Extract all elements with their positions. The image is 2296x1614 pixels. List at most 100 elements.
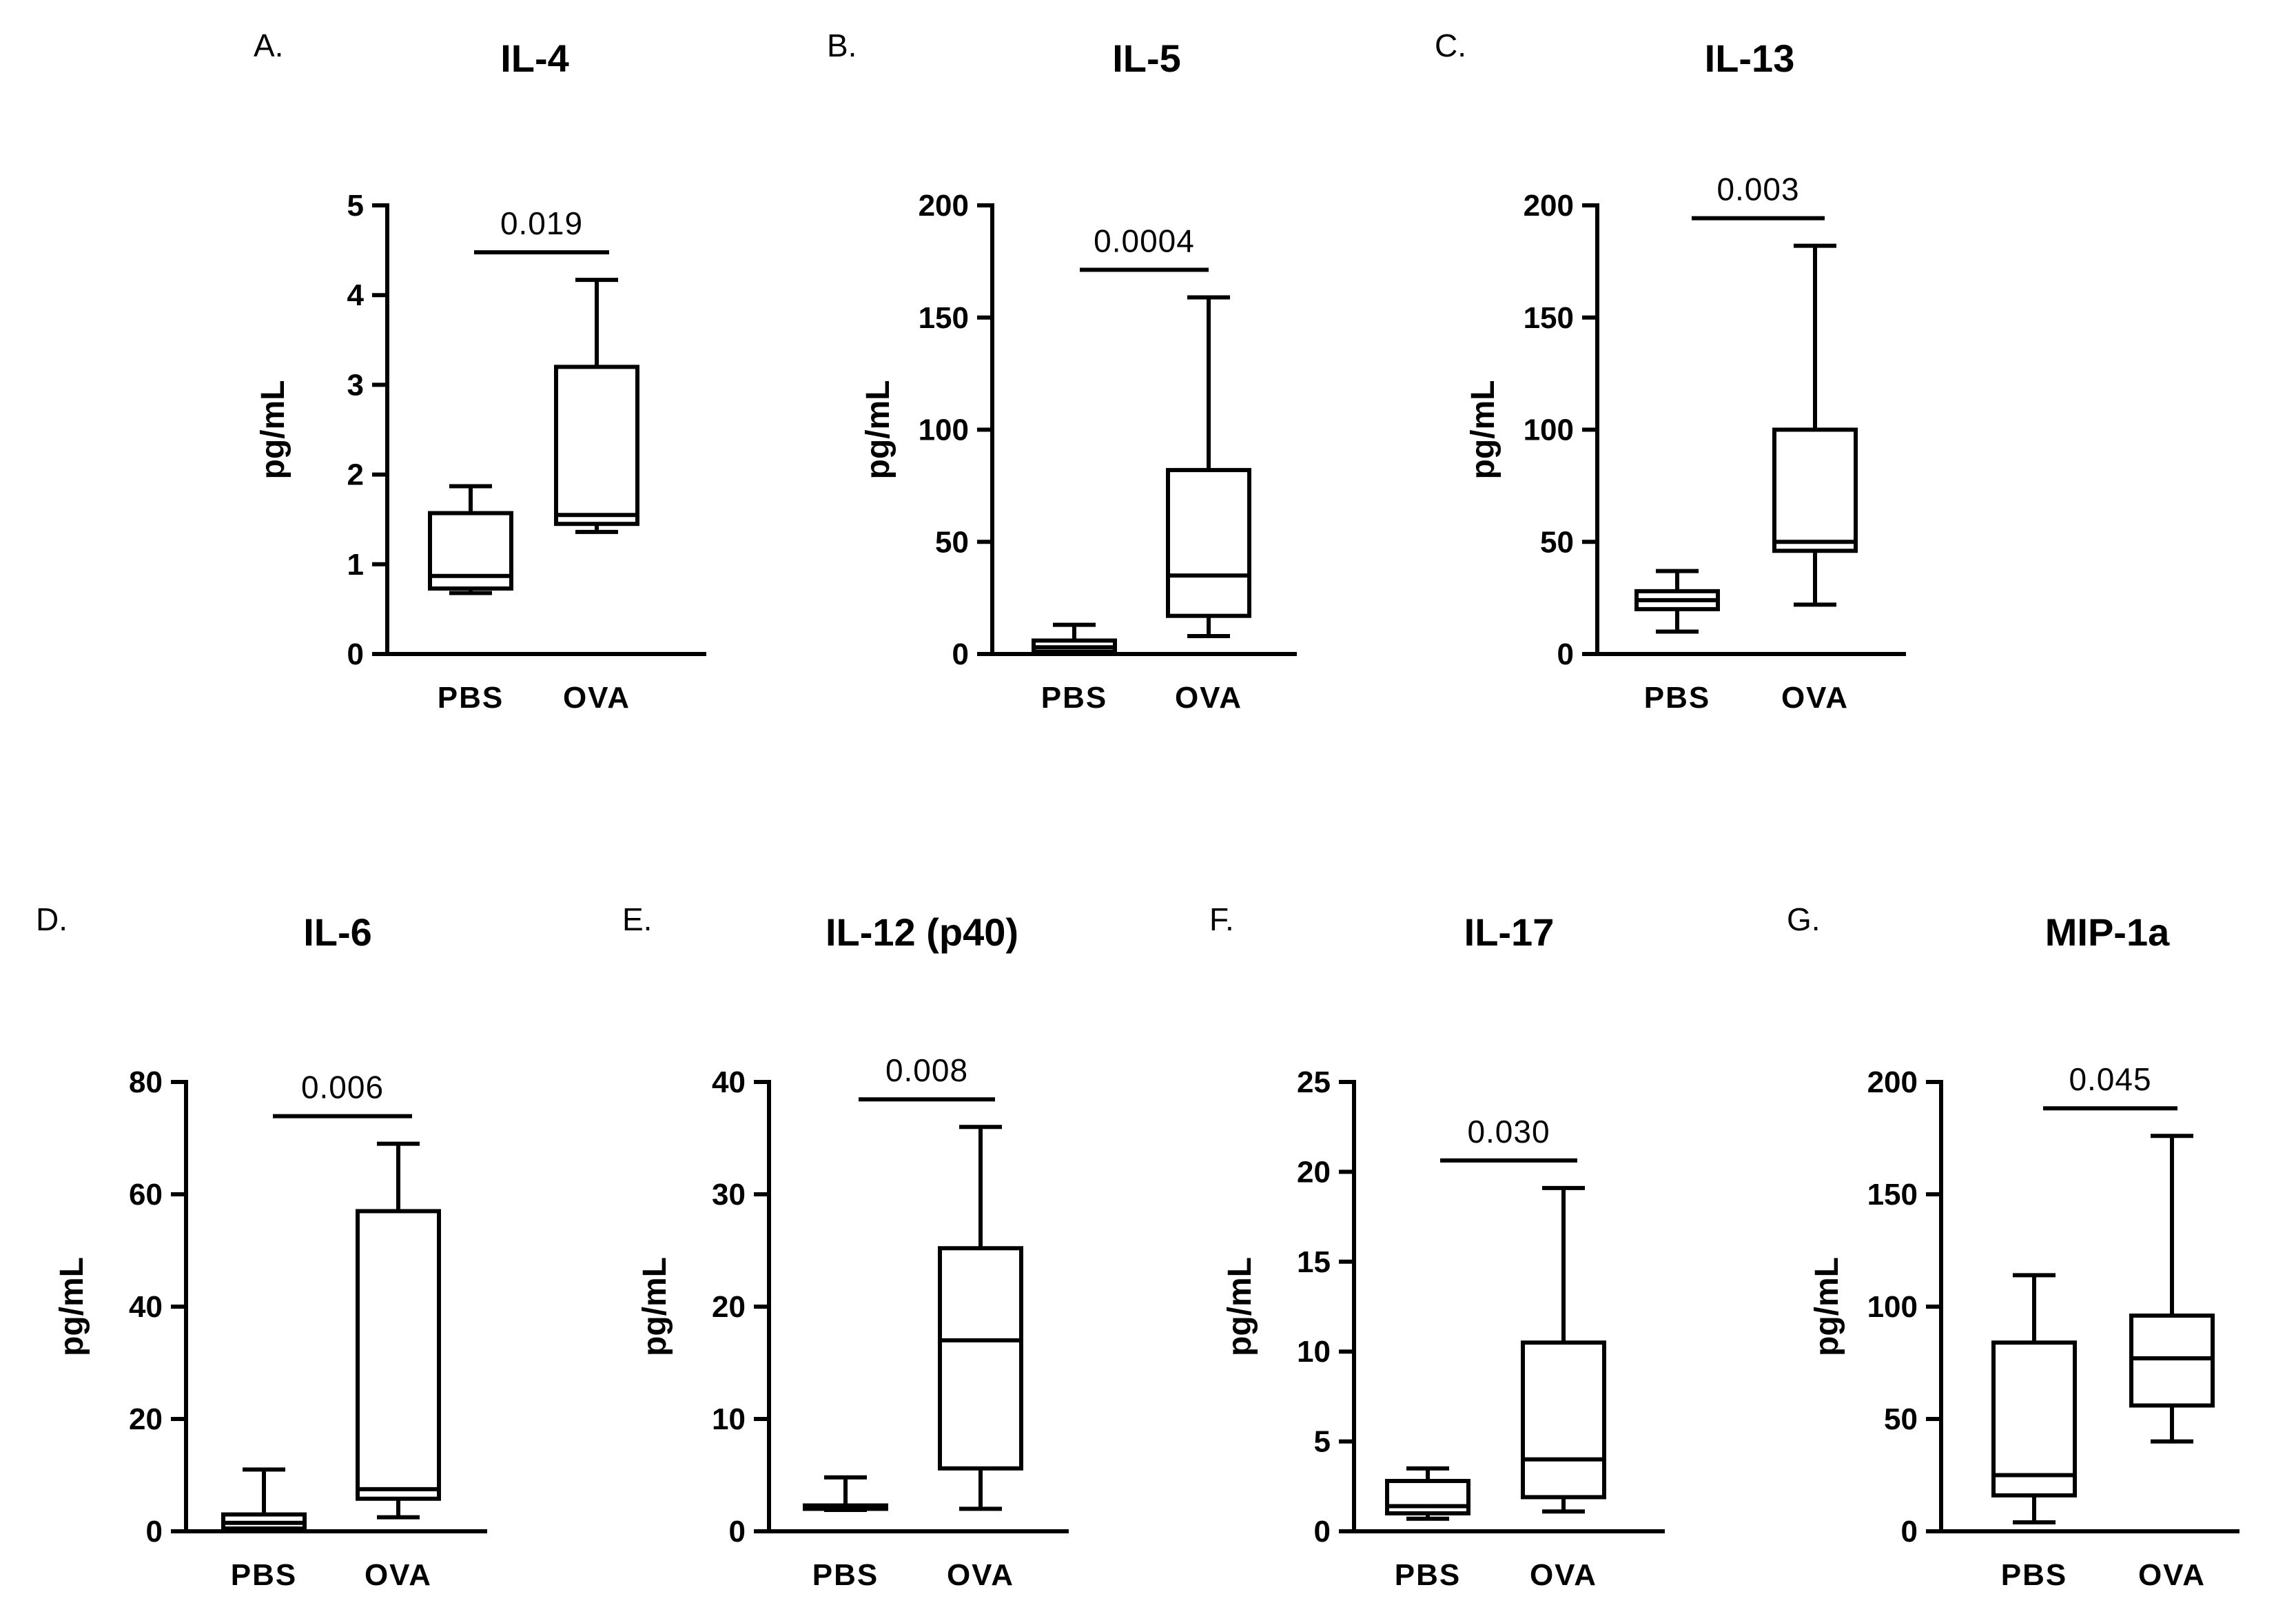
y-tick-label: 100 bbox=[919, 413, 969, 447]
y-tick-label: 150 bbox=[1867, 1178, 1918, 1212]
box-pbs bbox=[1385, 1466, 1470, 1521]
y-tick-label: 1 bbox=[347, 548, 364, 582]
p-value-label: 0.006 bbox=[301, 1070, 384, 1105]
panel-letter: E. bbox=[622, 901, 652, 937]
iqr-box bbox=[1772, 427, 1858, 553]
y-tick-label: 60 bbox=[129, 1178, 163, 1212]
y-tick-label: 200 bbox=[1867, 1065, 1918, 1099]
chart-title: IL-6 bbox=[303, 910, 372, 954]
box-pbs bbox=[1634, 569, 1720, 634]
x-category-label: PBS bbox=[2001, 1558, 2067, 1592]
y-tick-label: 20 bbox=[1297, 1155, 1331, 1189]
iqr-box bbox=[356, 1209, 441, 1501]
y-axis-label: pg/mL bbox=[1465, 380, 1501, 480]
x-category-label: PBS bbox=[231, 1558, 297, 1592]
box-ova bbox=[1521, 1185, 1606, 1514]
y-tick-label: 30 bbox=[712, 1178, 746, 1212]
box-ova bbox=[1166, 295, 1251, 638]
y-tick-label: 20 bbox=[129, 1402, 163, 1436]
iqr-box bbox=[554, 365, 639, 527]
y-tick-label: 50 bbox=[935, 525, 969, 559]
panel-letter: G. bbox=[1787, 901, 1821, 937]
y-tick-label: 80 bbox=[129, 1065, 163, 1099]
y-tick-label: 200 bbox=[919, 189, 969, 223]
p-value-label: 0.019 bbox=[500, 205, 583, 241]
chart-panel-1: A. IL-4 0 1 2 3 4 5 pg/mL PBS OVA 0.019 bbox=[254, 28, 706, 715]
chart-panel-6: F. IL-17 0 5 10 15 20 25 pg/mL PBS OVA 0.030 bbox=[1209, 901, 1665, 1592]
iqr-box bbox=[1521, 1340, 1606, 1500]
x-category-label: PBS bbox=[438, 681, 504, 715]
panel-letter: C. bbox=[1435, 28, 1466, 63]
box-pbs bbox=[221, 1467, 307, 1533]
y-tick-label: 10 bbox=[1297, 1335, 1331, 1369]
y-tick-label: 0 bbox=[952, 637, 969, 671]
x-category-label: OVA bbox=[563, 681, 631, 715]
box-ova bbox=[1772, 243, 1858, 607]
p-value-label: 0.045 bbox=[2069, 1061, 2151, 1097]
y-tick-label: 2 bbox=[347, 458, 364, 492]
y-tick-label: 100 bbox=[1524, 413, 1574, 447]
box-ova bbox=[2129, 1134, 2215, 1444]
y-tick-label: 150 bbox=[919, 301, 969, 335]
y-tick-label: 200 bbox=[1524, 189, 1574, 223]
box-ova bbox=[356, 1141, 441, 1520]
y-tick-label: 15 bbox=[1297, 1245, 1331, 1279]
chart-title: IL-17 bbox=[1464, 910, 1555, 954]
box-ova bbox=[554, 278, 639, 534]
y-tick-label: 3 bbox=[347, 368, 364, 402]
y-axis-label: pg/mL bbox=[1809, 1257, 1845, 1356]
y-tick-label: 0 bbox=[1314, 1515, 1331, 1549]
y-tick-label: 50 bbox=[1540, 525, 1574, 559]
box-pbs bbox=[428, 484, 513, 595]
box-pbs bbox=[1032, 622, 1117, 656]
y-axis-label: pg/mL bbox=[637, 1257, 673, 1356]
p-value-label: 0.008 bbox=[885, 1052, 968, 1088]
y-tick-label: 0 bbox=[146, 1515, 163, 1549]
y-tick-label: 10 bbox=[712, 1402, 746, 1436]
y-tick-label: 100 bbox=[1867, 1290, 1918, 1324]
box-ova bbox=[938, 1125, 1023, 1511]
p-value-label: 0.003 bbox=[1716, 172, 1799, 207]
chart-panel-5: E. IL-12 (p40) 0 10 20 30 40 pg/mL PBS OVA 0.008 bbox=[622, 901, 1069, 1592]
chart-title: IL-4 bbox=[500, 37, 569, 80]
y-tick-label: 0 bbox=[347, 637, 364, 671]
iqr-box bbox=[938, 1246, 1023, 1471]
y-tick-label: 40 bbox=[712, 1065, 746, 1099]
y-tick-label: 0 bbox=[729, 1515, 746, 1549]
chart-panel-7: G. MIP-1a 0 50 100 150 200 pg/mL PBS OVA 0.045 bbox=[1787, 901, 2239, 1592]
panel-letter: F. bbox=[1209, 901, 1234, 937]
y-tick-label: 0 bbox=[1557, 637, 1574, 671]
x-category-label: OVA bbox=[1175, 681, 1242, 715]
x-category-label: PBS bbox=[812, 1558, 879, 1592]
chart-title: IL-12 (p40) bbox=[826, 910, 1018, 954]
y-tick-label: 20 bbox=[712, 1290, 746, 1324]
y-axis-label: pg/mL bbox=[54, 1257, 90, 1356]
x-category-label: OVA bbox=[947, 1558, 1014, 1592]
chart-title: MIP-1a bbox=[2045, 910, 2170, 954]
chart-panel-2: B. IL-5 0 50 100 150 200 pg/mL PBS OVA 0.0004 bbox=[827, 28, 1297, 715]
y-tick-label: 0 bbox=[1901, 1515, 1918, 1549]
x-category-label: PBS bbox=[1644, 681, 1710, 715]
box-pbs bbox=[1991, 1273, 2077, 1524]
x-category-label: PBS bbox=[1041, 681, 1107, 715]
chart-title: IL-13 bbox=[1705, 37, 1795, 80]
box-pbs bbox=[803, 1475, 888, 1513]
iqr-box bbox=[1166, 468, 1251, 618]
iqr-box bbox=[2129, 1314, 2215, 1408]
chart-panel-3: C. IL-13 0 50 100 150 200 pg/mL PBS OVA 0.003 bbox=[1435, 28, 1906, 715]
y-tick-label: 150 bbox=[1524, 301, 1574, 335]
panel-letter: A. bbox=[254, 28, 283, 63]
y-axis-label: pg/mL bbox=[860, 380, 896, 480]
y-tick-label: 5 bbox=[347, 189, 364, 223]
x-category-label: PBS bbox=[1395, 1558, 1461, 1592]
y-tick-label: 5 bbox=[1314, 1425, 1331, 1459]
iqr-box bbox=[1385, 1478, 1470, 1515]
iqr-box bbox=[1991, 1340, 2077, 1498]
y-axis-label: pg/mL bbox=[255, 380, 291, 480]
panel-letter: D. bbox=[36, 901, 68, 937]
x-category-label: OVA bbox=[2138, 1558, 2206, 1592]
panel-letter: B. bbox=[827, 28, 857, 63]
y-tick-label: 25 bbox=[1297, 1065, 1331, 1099]
x-category-label: OVA bbox=[365, 1558, 432, 1592]
